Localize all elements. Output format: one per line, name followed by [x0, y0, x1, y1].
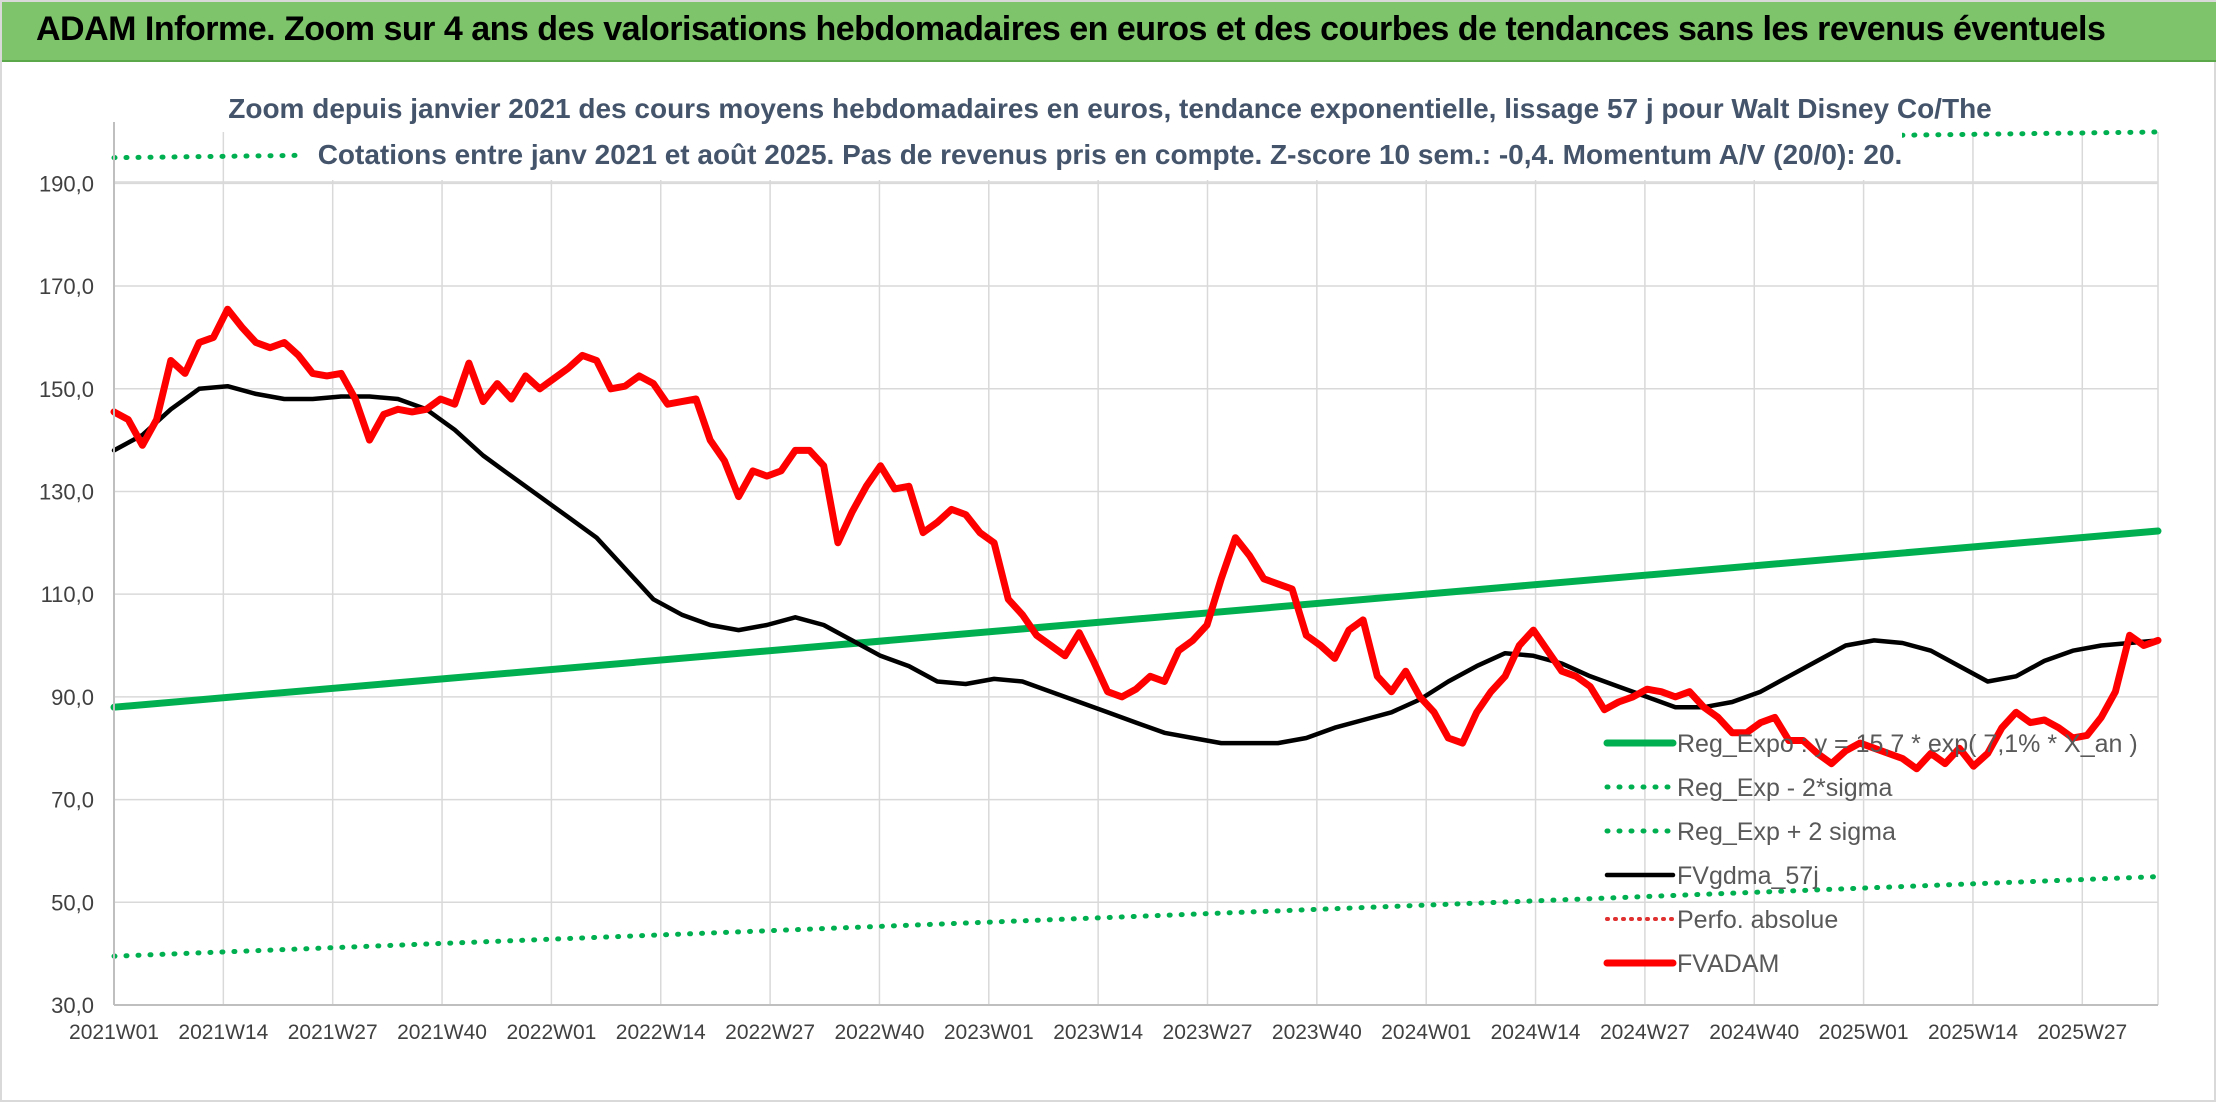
legend-label-perfo: Perfo. absolue	[1677, 906, 1838, 934]
legend-label-band_high: Reg_Exp + 2 sigma	[1677, 818, 1896, 846]
y-tick-label: 170,0	[39, 274, 94, 299]
x-tick-label: 2023W27	[1163, 1021, 1253, 1044]
series-line-reg	[110, 527, 2162, 711]
y-tick-label: 70,0	[51, 788, 94, 813]
legend-label-band_low: Reg_Exp - 2*sigma	[1677, 774, 1892, 802]
legend-label-price: FVADAM	[1677, 950, 1779, 978]
chart-title-line1: Zoom depuis janvier 2021 des cours moyen…	[228, 93, 1992, 124]
y-tick-label: 110,0	[41, 582, 94, 607]
x-tick-label: 2023W14	[1053, 1021, 1143, 1044]
grid-layer	[113, 132, 2159, 1006]
y-tick-label: 190,0	[39, 171, 94, 196]
series-line-band_low	[111, 874, 2161, 959]
legend-label-reg: Reg_Expo : y = 15,7 * exp( 7,1% * X_an )	[1677, 730, 2138, 758]
x-tick-label: 2024W14	[1491, 1021, 1581, 1044]
y-tick-label: 90,0	[51, 685, 94, 710]
x-tick-label: 2021W27	[288, 1021, 378, 1044]
x-tick-label: 2022W40	[834, 1021, 924, 1044]
series-line-smooth	[111, 383, 2161, 746]
page-title: ADAM Informe. Zoom sur 4 ans des valoris…	[36, 10, 2106, 48]
x-tick-label: 2025W14	[1928, 1021, 2018, 1044]
x-tick-label: 2025W01	[1819, 1021, 1909, 1044]
x-tick-label: 2024W27	[1600, 1021, 1690, 1044]
x-tick-label: 2021W01	[69, 1021, 159, 1044]
y-tick-label: 50,0	[51, 890, 94, 915]
legend-label-smooth: FVgdma_57j	[1677, 862, 1819, 890]
series-line-price	[110, 305, 2162, 773]
y-tick-label: 150,0	[39, 377, 94, 402]
x-tick-label: 2023W01	[944, 1021, 1034, 1044]
x-tick-label: 2024W01	[1381, 1021, 1471, 1044]
x-tick-label: 2024W40	[1709, 1021, 1799, 1044]
x-tick-label: 2023W40	[1272, 1021, 1362, 1044]
header-bar: ADAM Informe. Zoom sur 4 ans des valoris…	[2, 2, 2216, 62]
x-tick-label: 2022W01	[506, 1021, 596, 1044]
y-tick-label: 30,0	[51, 993, 94, 1018]
title-backdrop	[302, 80, 1902, 180]
axis-layer: 30,0 50,0 70,0 90,0 110,0 130,0 150,0 170,0 190,…	[39, 122, 2158, 1044]
x-tick-label: 2021W14	[178, 1021, 268, 1044]
x-tick-label: 2021W40	[397, 1021, 487, 1044]
chart-title-line2: Cotations entre janv 2021 et août 2025. …	[318, 139, 1903, 170]
y-tick-label: 130,0	[39, 479, 94, 504]
x-tick-label: 2022W27	[725, 1021, 815, 1044]
x-tick-label: 2022W14	[616, 1021, 706, 1044]
x-tick-label: 2025W27	[2037, 1021, 2127, 1044]
legend: Reg_Expo : y = 15,7 * exp( 7,1% * X_an )…	[1603, 730, 2138, 978]
